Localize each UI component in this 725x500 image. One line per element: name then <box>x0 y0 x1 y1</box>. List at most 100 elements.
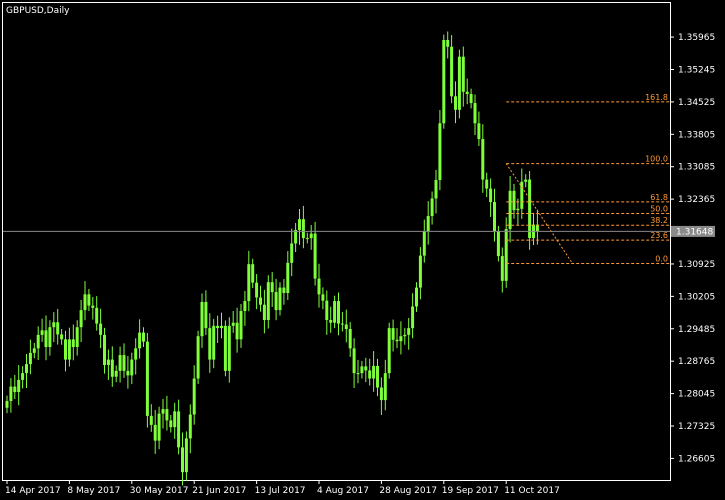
candle-body <box>516 208 520 211</box>
candle-body <box>13 386 17 393</box>
candle-body <box>220 325 223 329</box>
price-tick-label: 1.35245 <box>678 65 715 75</box>
chart-title: GBPUSD,Daily <box>6 6 70 16</box>
candle-body <box>348 329 352 349</box>
candle-body <box>356 373 360 375</box>
candle-body <box>481 139 485 180</box>
candle-body <box>196 336 200 379</box>
candle-body <box>36 334 40 349</box>
candle-body <box>321 294 325 301</box>
price-tick-label: 1.29485 <box>678 325 715 335</box>
candle-body <box>329 320 333 323</box>
candle-body <box>274 292 278 311</box>
candle-body <box>305 238 309 240</box>
candle-body <box>364 366 368 371</box>
candle-body <box>535 224 539 232</box>
fibonacci-retracement[interactable]: 161.8 100.0 61.8 50.0 38.2 23.6 0.0 <box>505 93 670 265</box>
fib-level-label: 23.6 <box>650 231 668 240</box>
time-tick-label: 4 Aug 2017 <box>317 486 369 496</box>
candle-body <box>337 301 340 324</box>
price-tick-label: 1.35965 <box>678 33 715 43</box>
time-tick-label: 21 Jun 2017 <box>192 486 246 496</box>
time-tick-label: 28 Aug 2017 <box>379 486 437 496</box>
candle-body <box>282 287 286 293</box>
candle-body <box>286 262 290 293</box>
candle-body <box>114 370 118 377</box>
candle-body <box>465 91 469 95</box>
candle-body <box>500 256 504 281</box>
time-tick-label: 14 Apr 2017 <box>5 486 61 496</box>
candle-body <box>411 306 415 329</box>
fib-level-label: 0.0 <box>655 255 668 264</box>
price-tick-label: 1.26605 <box>678 454 715 464</box>
candle-body <box>418 255 422 288</box>
candle-body <box>184 438 188 473</box>
candle-body <box>9 386 13 402</box>
candle-body <box>473 103 477 124</box>
candle-body <box>130 359 134 376</box>
price-tick-label: 1.28765 <box>678 357 715 367</box>
candle-body <box>145 341 149 416</box>
time-tick-label: 30 May 2017 <box>130 486 189 496</box>
candle-body <box>231 322 235 326</box>
candle-body <box>430 198 434 217</box>
candle-body <box>376 365 379 388</box>
time-axis: 14 Apr 2017 8 May 2017 30 May 2017 21 Jun 2… <box>5 480 560 496</box>
candle-body <box>67 339 71 360</box>
price-tick-label: 1.33085 <box>678 163 715 173</box>
candle-body <box>520 181 524 209</box>
candle-body <box>64 339 67 360</box>
candle-body <box>442 40 446 124</box>
candle-body <box>25 364 28 374</box>
candle-body <box>91 305 95 308</box>
candle-body <box>496 231 500 257</box>
candle-body <box>446 40 450 47</box>
candle-body <box>52 322 56 328</box>
candle-body <box>32 348 36 353</box>
price-tick-label: 1.34525 <box>678 98 715 108</box>
candle-body <box>28 352 32 365</box>
candle-body <box>134 348 138 360</box>
candle-body <box>426 216 430 232</box>
candle-body <box>387 328 391 374</box>
price-tick-label: 1.32365 <box>678 195 715 205</box>
candle-body <box>477 123 481 140</box>
candle-body <box>290 243 294 263</box>
candle-body <box>79 310 83 328</box>
candle-body <box>360 366 364 374</box>
candle-body <box>403 334 407 337</box>
candle-body <box>95 307 99 324</box>
candle-body <box>434 180 438 199</box>
candle-body <box>528 179 532 239</box>
candle-body <box>153 424 157 441</box>
candle-body <box>372 365 376 379</box>
candle-body <box>149 415 153 425</box>
candle-body <box>415 287 418 307</box>
candle-body <box>485 179 489 189</box>
candle-body <box>161 409 165 414</box>
time-tick-label: 13 Jul 2017 <box>255 486 306 496</box>
price-tick-label: 1.30925 <box>678 260 715 270</box>
candle-body <box>438 123 442 181</box>
candle-body <box>142 332 145 342</box>
candle-body <box>126 370 130 376</box>
candle-body <box>469 94 473 104</box>
fib-level-label: 50.0 <box>650 205 668 214</box>
candle-body <box>508 190 512 230</box>
candle-body <box>407 328 411 335</box>
fib-level-label: 61.8 <box>650 193 668 202</box>
time-tick-label: 11 Oct 2017 <box>504 486 560 496</box>
time-tick-label: 19 Sep 2017 <box>442 486 499 496</box>
candle-body <box>493 202 496 232</box>
candle-body <box>44 330 48 348</box>
candle-body <box>5 401 9 408</box>
candle-body <box>99 323 103 335</box>
candle-body <box>457 56 461 110</box>
candle-body <box>395 339 399 342</box>
candle-body <box>399 336 403 342</box>
candle-body <box>450 46 454 97</box>
candle-body <box>379 387 383 401</box>
price-tick-label: 1.33805 <box>678 130 715 140</box>
